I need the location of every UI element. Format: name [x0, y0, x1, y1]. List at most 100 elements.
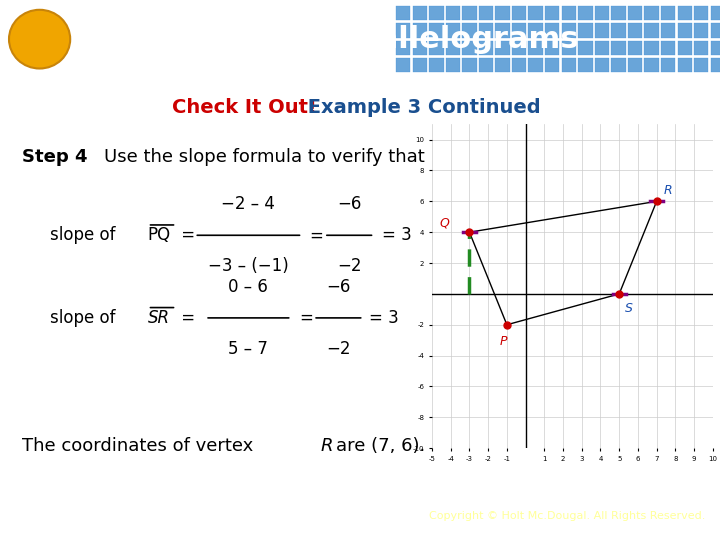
Bar	[512, 58, 526, 72]
Text: −6: −6	[337, 195, 361, 213]
Bar	[545, 23, 559, 38]
Bar	[462, 23, 477, 38]
Bar	[628, 6, 642, 21]
Bar	[446, 23, 460, 38]
Bar	[711, 40, 720, 55]
Bar	[462, 40, 477, 55]
Bar	[644, 23, 659, 38]
Text: −2: −2	[337, 257, 361, 275]
Bar	[446, 58, 460, 72]
Bar	[479, 40, 493, 55]
Bar	[396, 58, 410, 72]
Text: =: =	[310, 226, 323, 244]
Text: Step 4: Step 4	[22, 148, 87, 166]
Text: .: .	[544, 148, 550, 166]
Text: −2 – 4: −2 – 4	[222, 195, 275, 213]
Text: P: P	[500, 335, 507, 348]
Text: Q: Q	[439, 216, 449, 229]
Bar	[578, 23, 593, 38]
Bar	[661, 40, 675, 55]
Text: PQ: PQ	[457, 148, 482, 166]
Bar	[495, 6, 510, 21]
Text: −3 – (−1): −3 – (−1)	[208, 257, 289, 275]
Bar	[644, 40, 659, 55]
Bar	[512, 6, 526, 21]
Bar	[578, 58, 593, 72]
Bar	[711, 6, 720, 21]
Text: Example 3 Continued: Example 3 Continued	[302, 98, 541, 117]
Bar	[462, 58, 477, 72]
Bar	[479, 58, 493, 72]
Text: SR: SR	[148, 309, 170, 327]
Bar	[479, 6, 493, 21]
Bar	[446, 6, 460, 21]
Bar	[661, 6, 675, 21]
Text: ∥: ∥	[486, 148, 506, 166]
Bar	[545, 58, 559, 72]
Bar	[628, 23, 642, 38]
Bar	[462, 6, 477, 21]
Bar	[562, 40, 576, 55]
Bar	[413, 40, 427, 55]
Bar	[512, 40, 526, 55]
Bar	[528, 6, 543, 21]
Bar	[628, 58, 642, 72]
Text: =: =	[176, 309, 196, 327]
Text: are (7, 6).: are (7, 6).	[336, 437, 426, 455]
Bar	[429, 58, 444, 72]
Bar	[644, 6, 659, 21]
Text: = 3: = 3	[382, 226, 411, 244]
Bar	[711, 58, 720, 72]
Bar	[611, 6, 626, 21]
Bar	[644, 58, 659, 72]
Bar	[694, 23, 708, 38]
Ellipse shape	[9, 10, 71, 69]
Bar	[578, 6, 593, 21]
Bar	[528, 40, 543, 55]
Bar	[595, 40, 609, 55]
Bar	[413, 23, 427, 38]
Bar	[678, 40, 692, 55]
Bar	[495, 58, 510, 72]
Bar	[545, 40, 559, 55]
Text: 5 – 7: 5 – 7	[228, 340, 269, 358]
Bar	[694, 6, 708, 21]
Bar	[678, 23, 692, 38]
Bar	[628, 40, 642, 55]
Bar	[413, 6, 427, 21]
Text: =: =	[176, 226, 196, 244]
Text: = 3: = 3	[369, 309, 399, 327]
Bar	[396, 6, 410, 21]
Bar	[512, 23, 526, 38]
Bar	[562, 23, 576, 38]
Text: The coordinates of vertex: The coordinates of vertex	[22, 437, 253, 455]
Bar	[528, 58, 543, 72]
Bar	[661, 58, 675, 72]
Text: Holt Mc.Dougal Geometry: Holt Mc.Dougal Geometry	[14, 509, 194, 523]
Text: slope of: slope of	[50, 309, 116, 327]
Text: Properties of Parallelograms: Properties of Parallelograms	[86, 25, 579, 53]
Text: SR: SR	[517, 148, 541, 166]
Bar	[711, 23, 720, 38]
Bar	[429, 6, 444, 21]
Bar	[446, 40, 460, 55]
Bar	[495, 23, 510, 38]
Bar	[479, 23, 493, 38]
Bar	[694, 40, 708, 55]
Bar	[429, 40, 444, 55]
Text: Use the slope formula to verify that: Use the slope formula to verify that	[104, 148, 425, 166]
Bar	[595, 23, 609, 38]
Bar	[661, 23, 675, 38]
Bar	[396, 40, 410, 55]
Text: R: R	[664, 184, 672, 197]
Bar	[678, 58, 692, 72]
Text: Check It Out!: Check It Out!	[172, 98, 318, 117]
Text: =: =	[299, 309, 312, 327]
Bar	[413, 58, 427, 72]
Text: 0 – 6: 0 – 6	[228, 278, 269, 296]
Bar	[611, 40, 626, 55]
Bar	[528, 23, 543, 38]
Bar	[595, 6, 609, 21]
Bar	[562, 58, 576, 72]
Bar	[396, 23, 410, 38]
